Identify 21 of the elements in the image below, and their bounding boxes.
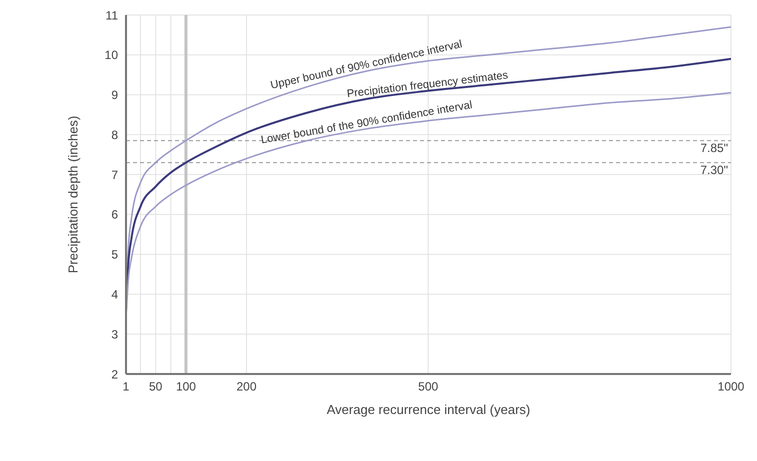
- ref-line-label: 7.85": [700, 141, 728, 156]
- y-tick-label: 9: [111, 88, 118, 102]
- text: Lower bound of the 90% confidence interval: [260, 99, 474, 146]
- x-tick-label: 50: [148, 380, 163, 394]
- y-tick-label: 11: [106, 8, 118, 22]
- x-tick-label: 1000: [718, 380, 745, 394]
- x-axis-title: Average recurrence interval (years): [326, 402, 530, 417]
- y-tick-label: 2: [111, 367, 118, 382]
- x-tick-label: 1: [122, 380, 130, 394]
- y-axis-title: Precipitation depth (inches): [66, 116, 81, 274]
- y-tick-label: 3: [111, 327, 118, 342]
- x-tick-label: 500: [418, 380, 439, 394]
- y-tick-label: 5: [111, 248, 118, 262]
- x-tick-label: 100: [176, 380, 196, 394]
- y-tick-label: 10: [104, 48, 118, 62]
- ref-line-label: 7.30": [700, 163, 728, 178]
- y-tick-label: 8: [111, 128, 118, 142]
- x-tick-label: 200: [236, 380, 257, 394]
- y-tick-label: 4: [111, 287, 118, 302]
- y-tick-label: 6: [111, 208, 118, 222]
- y-tick-label: 7: [111, 168, 118, 182]
